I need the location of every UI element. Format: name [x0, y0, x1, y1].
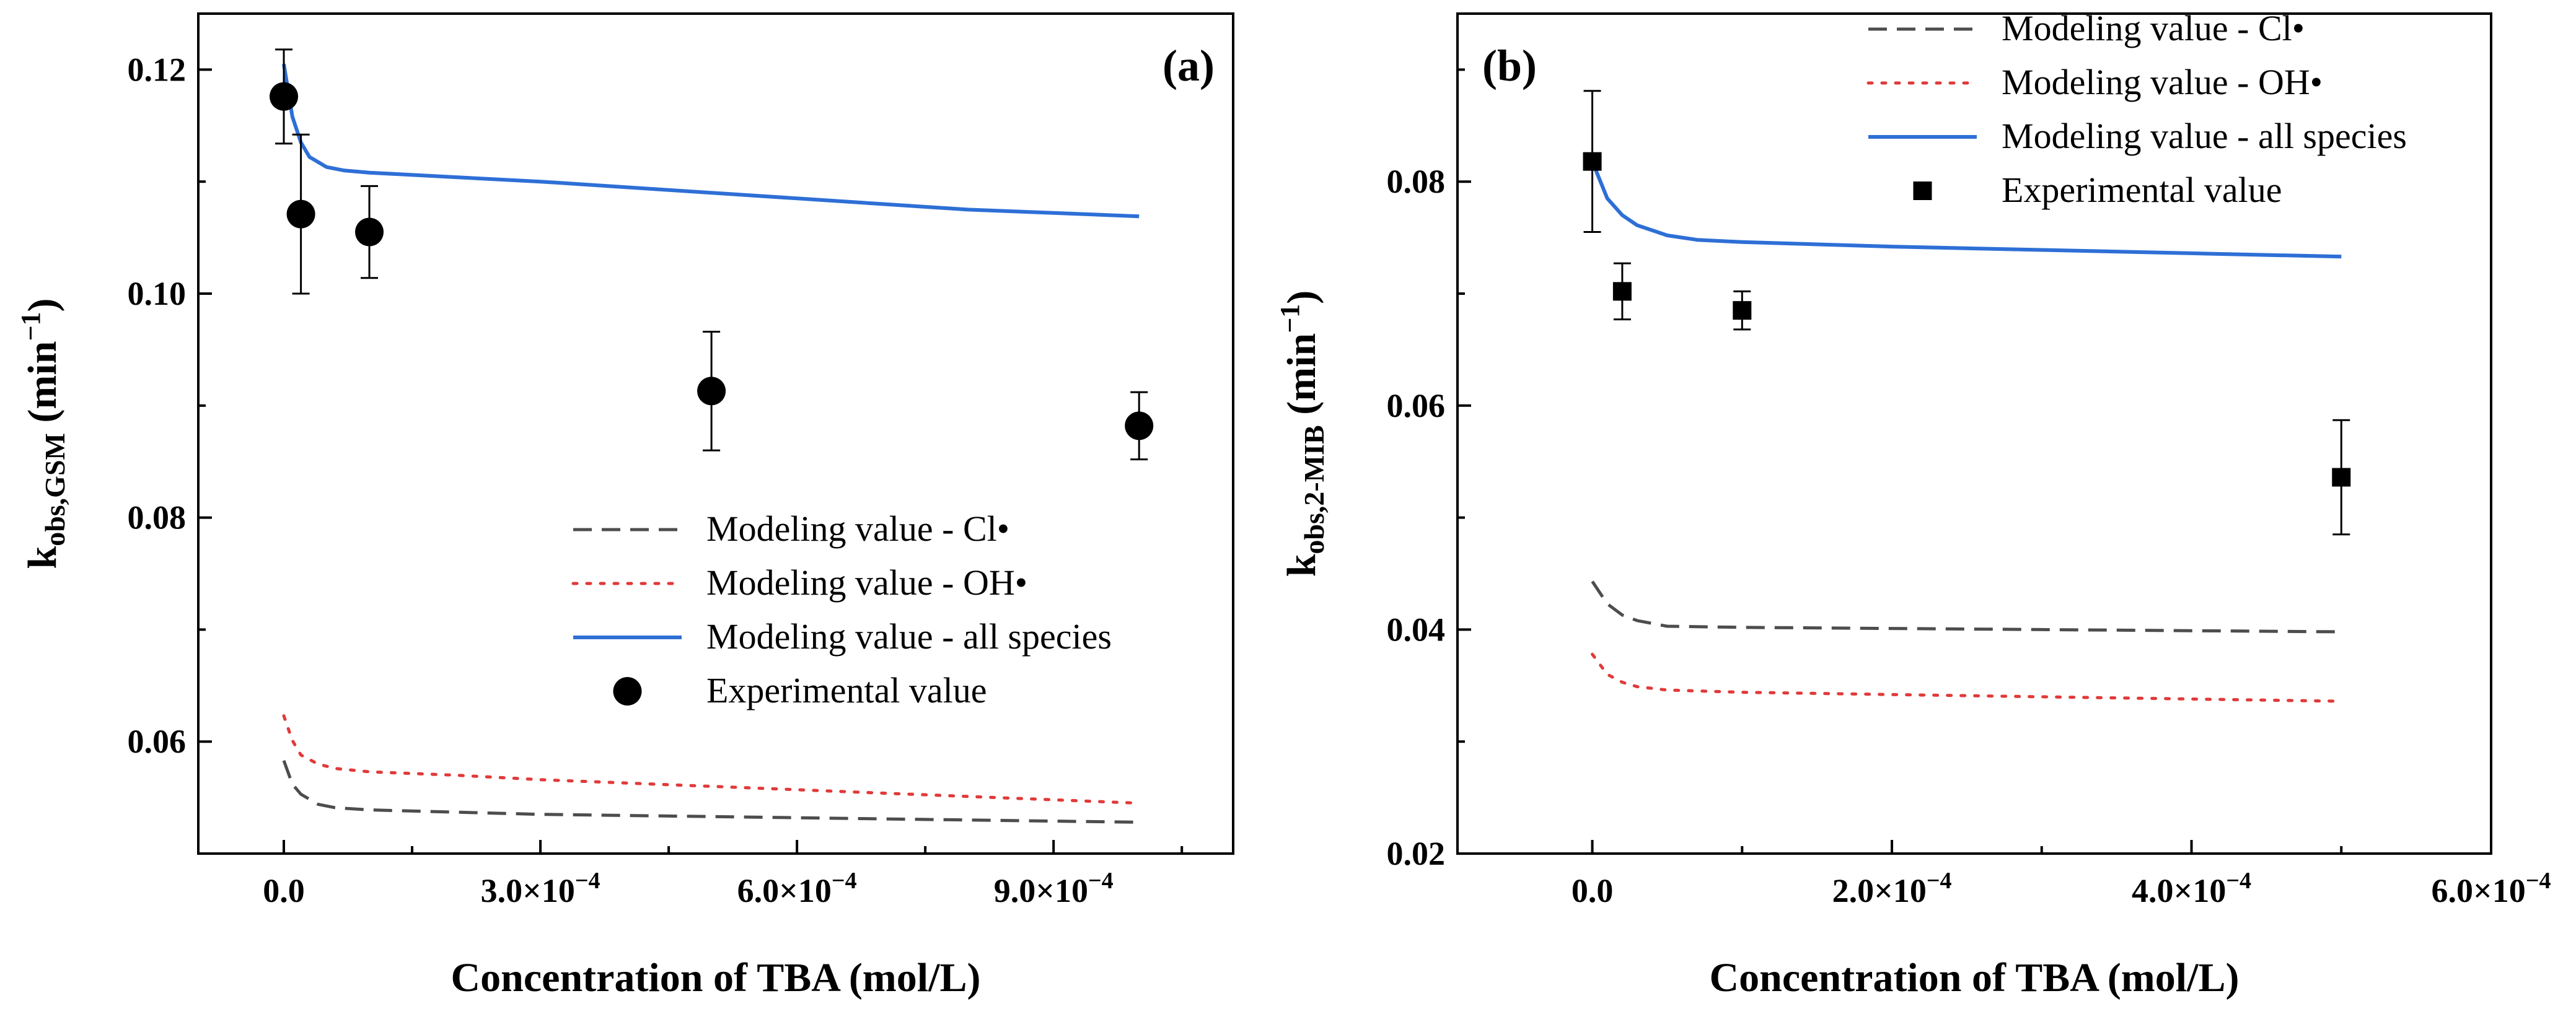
legend-marker — [613, 677, 642, 706]
legend-marker — [1913, 181, 1932, 200]
data-point — [1612, 282, 1632, 301]
x-tick-label: 2.0×10−4 — [1832, 868, 1952, 909]
panel-label: (a) — [1163, 41, 1215, 90]
x-tick-exponent: −4 — [1927, 868, 1952, 894]
series-line — [1590, 160, 2342, 259]
data-point — [697, 377, 726, 406]
series-line — [282, 760, 1140, 824]
legend-label: Experimental value — [706, 670, 987, 710]
y-axis-label-unit-close: ) — [20, 298, 65, 312]
y-tick-label: 0.08 — [128, 499, 187, 536]
series-line — [1591, 652, 2343, 703]
legend-label: Modeling value - all species — [2002, 116, 2407, 156]
y-axis-label-subscript: obs,2-MIB — [1298, 425, 1330, 554]
data-point — [286, 199, 315, 229]
legend: Modeling value - Cl• Modeling value - OH•… — [1866, 8, 2407, 210]
y-axis-label: kobs,GSM (min−1) — [15, 298, 71, 569]
legend-label: Modeling value - OH• — [2002, 62, 2323, 102]
y-axis-label-superscript: −1 — [15, 312, 46, 341]
x-tick-label: 0.0 — [1572, 872, 1614, 909]
data-point — [355, 217, 384, 247]
x-tick-label: 4.0×10−4 — [2132, 868, 2251, 909]
data-point — [1125, 411, 1154, 440]
x-tick-exponent: −4 — [1088, 868, 1114, 894]
data-point — [2332, 468, 2351, 487]
x-tick-label: 6.0×10−4 — [737, 868, 857, 909]
legend: Modeling value - Cl• Modeling value - OH•… — [571, 509, 1112, 710]
x-tick-label: 0.0 — [263, 872, 305, 909]
y-axis-label-unit: (min — [20, 341, 65, 434]
plot-frame — [197, 12, 1234, 855]
y-tick-label: 0.04 — [1387, 611, 1446, 648]
plot-frame — [1456, 12, 2492, 855]
x-tick-exponent: −4 — [2526, 868, 2551, 894]
series-line — [282, 714, 1141, 805]
legend-label: Modeling value - OH• — [706, 562, 1027, 603]
legend-label: Modeling value - Cl• — [2002, 8, 2305, 48]
series-line — [1591, 580, 2342, 634]
x-axis-label: Concentration of TBA (mol/L) — [1710, 955, 2240, 1000]
y-axis-label: kobs,2-MIB (min−1) — [1275, 291, 1330, 577]
x-tick-exponent: −4 — [575, 868, 600, 894]
y-axis-label-superscript: −1 — [1275, 304, 1305, 333]
y-tick-label: 0.06 — [1387, 387, 1446, 424]
x-tick-label: 3.0×10−4 — [481, 868, 600, 909]
x-axis-label: Concentration of TBA (mol/L) — [451, 955, 981, 1000]
legend-label: Modeling value - all species — [706, 616, 1112, 657]
x-tick-label: 6.0×10−4 — [2432, 868, 2551, 909]
y-tick-label: 0.02 — [1387, 835, 1446, 872]
y-tick-label: 0.10 — [128, 275, 187, 312]
series-line — [282, 63, 1140, 219]
legend-label: Modeling value - Cl• — [706, 509, 1009, 549]
y-axis-label-subscript: obs,GSM — [39, 433, 71, 546]
x-tick-exponent: −4 — [832, 868, 857, 894]
x-tick-label: 9.0×10−4 — [994, 868, 1114, 909]
legend-label: Experimental value — [2002, 170, 2282, 210]
y-tick-label: 0.06 — [128, 723, 187, 760]
y-axis-label-unit-close: ) — [1279, 291, 1324, 304]
chart-panel-b: 0.02 0.04 0.06 0.08 0.0 2.0×10−4 4.0×10−4 6.0×1… — [1275, 8, 2551, 1000]
data-point — [1583, 152, 1602, 171]
data-point — [1733, 301, 1752, 320]
y-axis-label-unit: (min — [1279, 333, 1324, 426]
y-tick-label: 0.12 — [128, 51, 187, 88]
y-tick-label: 0.08 — [1387, 163, 1446, 200]
panel-label: (b) — [1482, 41, 1537, 90]
data-point — [270, 82, 299, 111]
chart-panel-a: 0.06 0.08 0.10 0.12 0.0 3.0×10−4 6.0×10−4 9.0×1… — [15, 12, 1234, 1000]
x-tick-exponent: −4 — [2226, 868, 2251, 894]
